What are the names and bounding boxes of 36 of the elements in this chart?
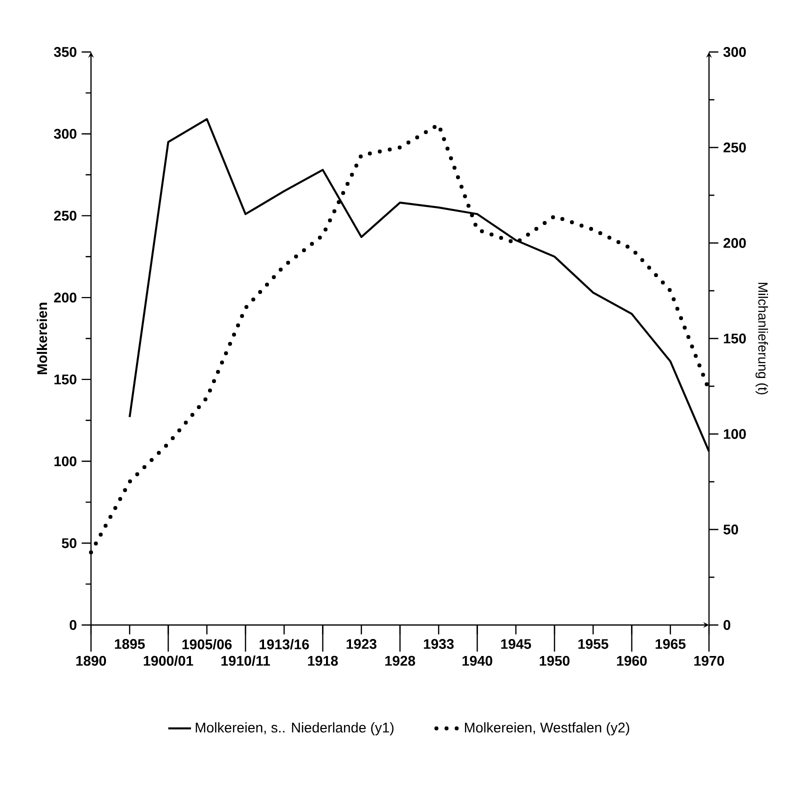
x-tick-label: 1895 xyxy=(114,639,145,649)
x-tick-label: 1970 xyxy=(694,656,724,666)
x-tick-label: 1913/16 xyxy=(260,639,309,650)
x-tick-label: 1890 xyxy=(76,656,106,666)
legend-label: Molkereien, Westfalen (y2) xyxy=(464,722,630,736)
y-tick-label: 100 xyxy=(54,456,76,466)
y2-tick-label: 100 xyxy=(724,429,746,439)
legend-label: Molkereien, s.. Niederlande (y1) xyxy=(196,722,394,736)
y2-tick-label: 250 xyxy=(724,142,746,152)
y2-tick-label: 0 xyxy=(724,620,730,630)
x-tick-label: 1960 xyxy=(617,656,647,666)
x-tick-label: 1905/06 xyxy=(182,639,232,650)
x-tick-label: 1945 xyxy=(501,639,532,649)
x-tick-label: 1950 xyxy=(540,656,570,666)
x-tick-label: 1955 xyxy=(578,639,608,649)
y2-tick-label: 300 xyxy=(723,47,746,57)
x-tick-label: 1928 xyxy=(385,656,416,666)
x-tick-label: 1923 xyxy=(346,639,376,649)
y-tick-label: 200 xyxy=(54,292,76,303)
x-tick-label: 1910/11 xyxy=(221,655,270,666)
x-tick-label: 1965 xyxy=(656,639,686,649)
y-tick-label: 0 xyxy=(70,620,76,630)
y-axis-title: Molkereien xyxy=(36,302,48,374)
y2-tick-label: 150 xyxy=(724,334,746,344)
y-tick-label: 150 xyxy=(54,374,76,384)
x-tick-label: 1900/01 xyxy=(144,655,194,666)
x-tick-label: 1918 xyxy=(308,656,338,666)
x-tick-label: 1940 xyxy=(462,656,492,666)
y-tick-label: 350 xyxy=(54,47,76,57)
y-tick-label: 300 xyxy=(54,128,76,139)
x-tick-label: 1933 xyxy=(424,639,454,649)
y2-axis-title: Milchanlieferung (t) xyxy=(756,282,768,394)
y2-tick-label: 50 xyxy=(723,524,738,534)
y2-tick-label: 200 xyxy=(724,238,746,248)
y-tick-label: 250 xyxy=(54,210,76,221)
y-tick-label: 50 xyxy=(62,538,76,548)
